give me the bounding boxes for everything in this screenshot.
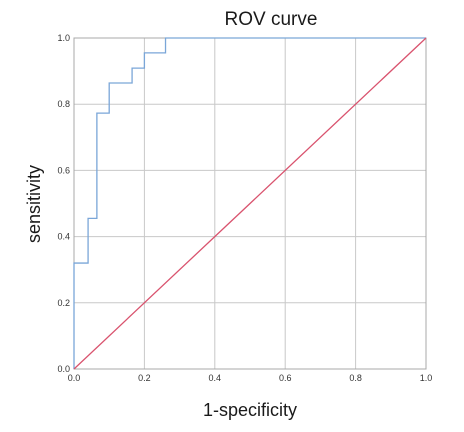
x-tick-labels: 0.0 0.2 0.4 0.6 0.8 1.0 [68, 373, 433, 383]
x-tick-label: 1.0 [420, 373, 433, 383]
y-tick-label: 0.8 [57, 99, 70, 109]
y-tick-label: 0.2 [57, 298, 70, 308]
y-axis-label: sensitivity [24, 165, 44, 243]
x-axis-label: 1-specificity [203, 400, 297, 420]
series-layer [73, 37, 427, 370]
x-tick-label: 0.2 [138, 373, 151, 383]
y-tick-label: 0.4 [57, 232, 70, 242]
reference-diagonal-line [73, 37, 427, 370]
y-tick-labels: 0.0 0.2 0.4 0.6 0.8 1.0 [57, 33, 70, 374]
x-tick-label: 0.6 [279, 373, 292, 383]
x-tick-label: 0.0 [68, 373, 81, 383]
y-tick-label: 0.0 [57, 364, 70, 374]
x-tick-label: 0.4 [209, 373, 222, 383]
y-tick-label: 0.6 [57, 165, 70, 175]
x-tick-label: 0.8 [349, 373, 362, 383]
chart-title: ROV curve [225, 9, 318, 30]
roc-curve-line [73, 37, 426, 369]
y-tick-label: 1.0 [57, 33, 70, 43]
